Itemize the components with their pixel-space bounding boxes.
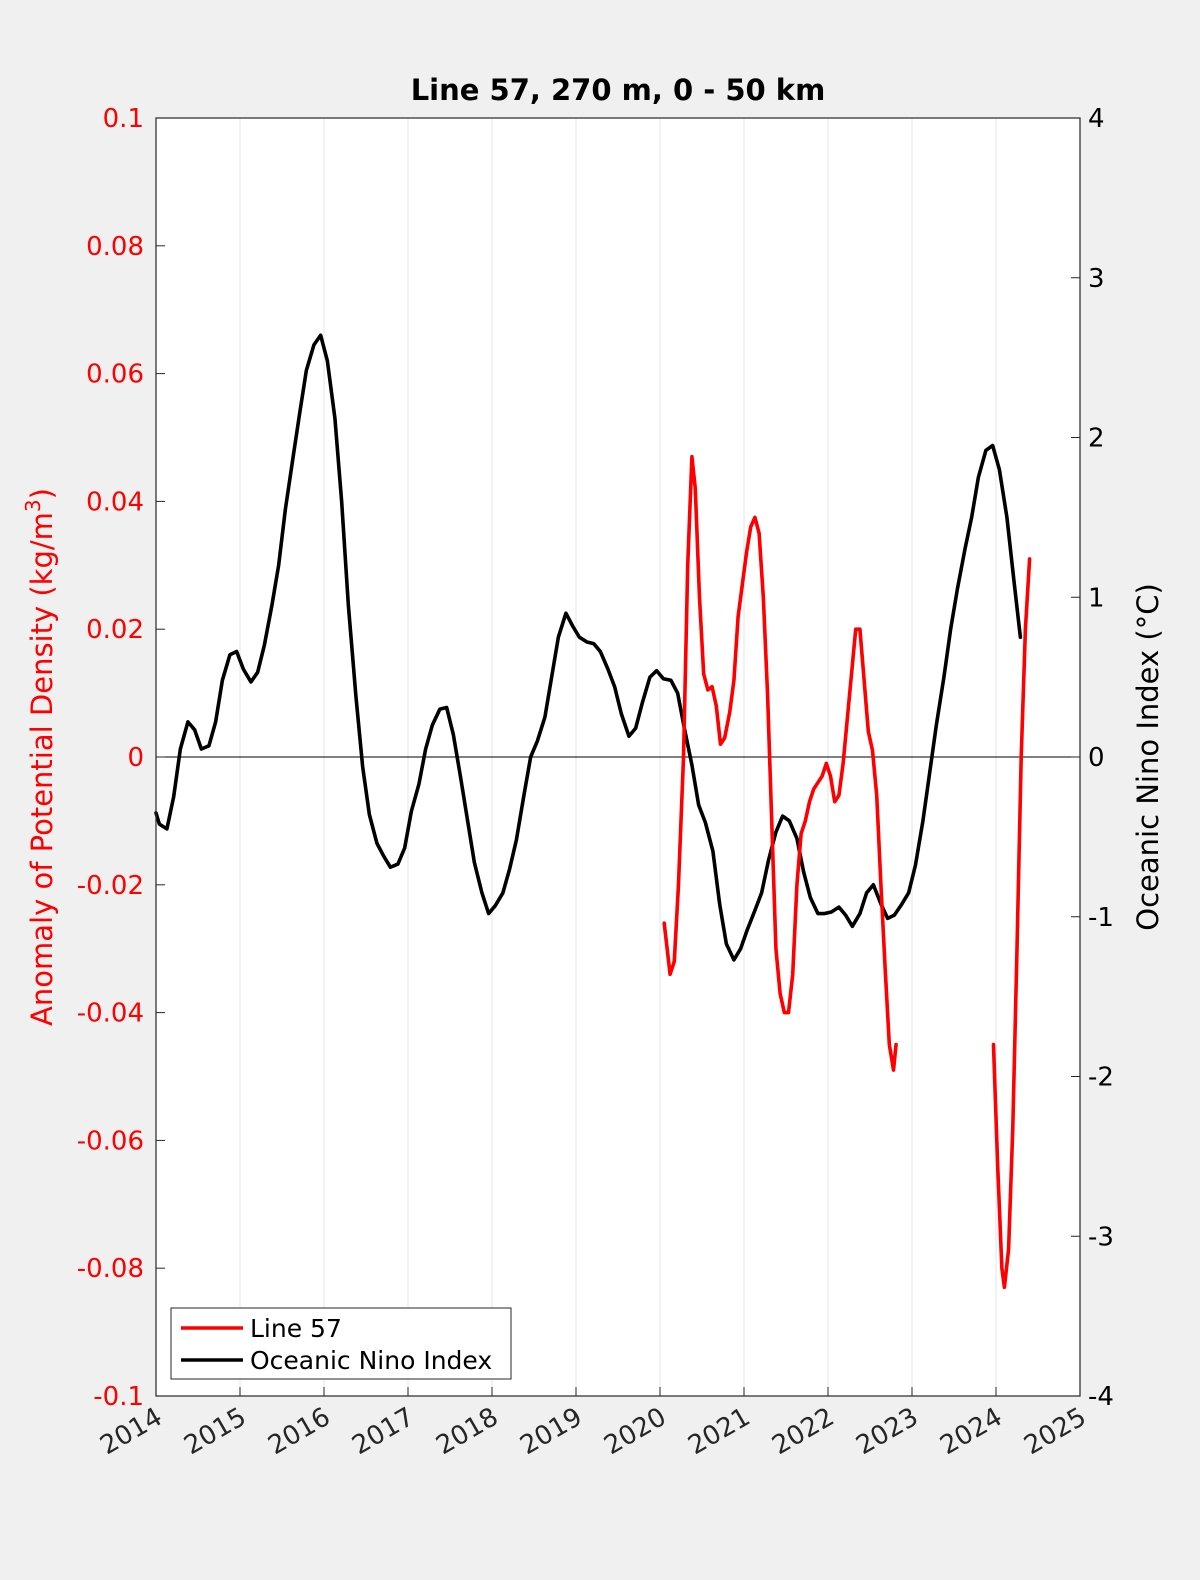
x-tick-label: 2018 [431,1402,503,1461]
x-tick-label: 2017 [347,1402,419,1461]
y-right-tick-label: 0 [1088,743,1105,773]
y-right-tick-label: -3 [1088,1222,1114,1252]
y-left-label-main: Anomaly of Potential Density (kg/m [25,512,59,1026]
x-tick-label: 2020 [599,1402,671,1461]
y-left-tick-label: 0.06 [86,360,144,390]
legend-box [170,1307,512,1380]
y-left-tick-label: 0.02 [86,615,144,645]
y-left-tick-label: -0.04 [77,999,144,1029]
y-right-tick-label: 2 [1088,424,1105,454]
legend: Line 57 Oceanic Nino Index [170,1307,512,1380]
y-left-tick-label: 0.1 [103,104,144,134]
legend-label-oni: Oceanic Nino Index [250,1346,492,1375]
series-oni-segment-0 [154,333,1023,962]
y-right-tick-label: -2 [1088,1063,1114,1093]
y-right-tick-label: 1 [1088,583,1105,613]
y-right-label: Oceanic Nino Index (°C) [1131,583,1165,931]
y-left-label-close: ) [25,488,59,499]
x-axis: 2014 2015 2016 2017 2018 2019 2020 2021 2022 2023… [95,1387,1092,1461]
y-left-tick-label: -0.06 [77,1126,144,1156]
y-left-tick-label: 0.04 [86,487,144,517]
y-left-label: Anomaly of Potential Density (kg/m3) [21,488,59,1026]
y-left-tick-label: -0.1 [93,1382,144,1412]
y-left-tick-label: 0 [127,743,144,773]
series-line57-segment-0 [662,454,898,1072]
y-left-tick-label: 0.08 [86,232,144,262]
x-tick-label: 2024 [935,1402,1007,1461]
y-right-tick-label: 4 [1088,104,1105,134]
chart-title: Line 57, 270 m, 0 - 50 km [411,73,826,107]
x-tick-label: 2023 [851,1402,923,1461]
x-tick-label: 2015 [179,1402,251,1461]
y-left-tick-label: -0.08 [77,1254,144,1284]
x-tick-label: 2016 [263,1402,335,1461]
x-tick-label: 2019 [515,1402,587,1461]
y-right-tick-label: -1 [1088,903,1114,933]
x-tick-label: 2022 [767,1402,839,1461]
y-left-tick-label: -0.02 [77,871,144,901]
y-right-tick-label: 3 [1088,264,1105,294]
y-left-label-sup: 3 [21,499,45,512]
y-right-tick-label: -4 [1088,1382,1114,1412]
series-line57-segment-1 [991,557,1032,1290]
legend-label-line57: Line 57 [250,1314,342,1343]
y-right-axis: 4 3 2 1 0 -1 -2 -3 -4 [1071,104,1114,1412]
x-tick-label: 2025 [1019,1402,1091,1461]
series-layer [154,333,1032,1290]
x-tick-label: 2021 [683,1402,755,1461]
y-left-axis: 0.1 0.08 0.06 0.04 0.02 0 -0.02 -0.04 -0.06 -0.08… [77,104,165,1412]
